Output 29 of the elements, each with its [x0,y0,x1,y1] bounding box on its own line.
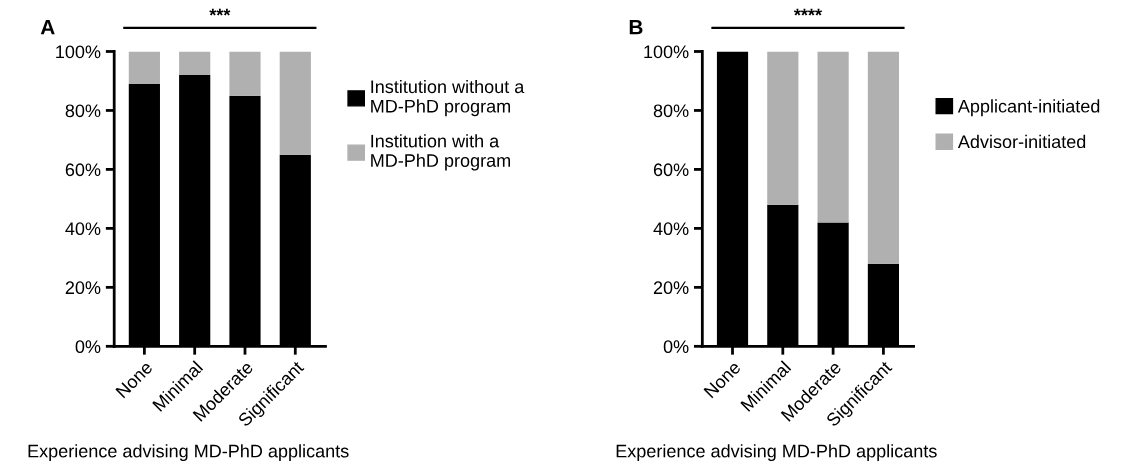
text: **** [793,8,822,16]
y-tick-label: 40% [653,222,689,236]
y-tick-label: 40% [65,222,101,236]
y-tick-label: 20% [65,281,101,295]
y-tick-label: 20% [653,281,689,295]
legend-label: Institution with a MD-PhD program [371,134,510,171]
bar [229,51,261,96]
y-tick-label: 100% [56,45,101,59]
y-tick-label: 80% [65,104,101,118]
chart-title: B [629,19,643,35]
bar [279,51,311,155]
y-tick-label: 0% [75,340,101,354]
legend-label: Institution without a MD-PhD program [371,79,525,117]
bar [867,51,900,264]
x-axis-title: Experience advising MD-PhD applicants [616,444,937,462]
bar [128,51,160,84]
y-tick-label: 60% [653,163,689,177]
bar [179,51,211,76]
y-tick-label: 80% [653,104,689,118]
text: *** [209,8,231,16]
legend-label: Applicant-initiated [957,99,1100,117]
chart-title: A [40,19,55,35]
x-axis-title: Experience advising MD-PhD applicants [28,444,349,462]
legend-label: Advisor-initiated [957,134,1086,149]
bar [767,51,799,205]
y-tick-label: 100% [644,45,689,59]
y-tick-label: 60% [65,163,101,177]
bar [817,51,849,223]
y-tick-label: 0% [663,340,689,354]
